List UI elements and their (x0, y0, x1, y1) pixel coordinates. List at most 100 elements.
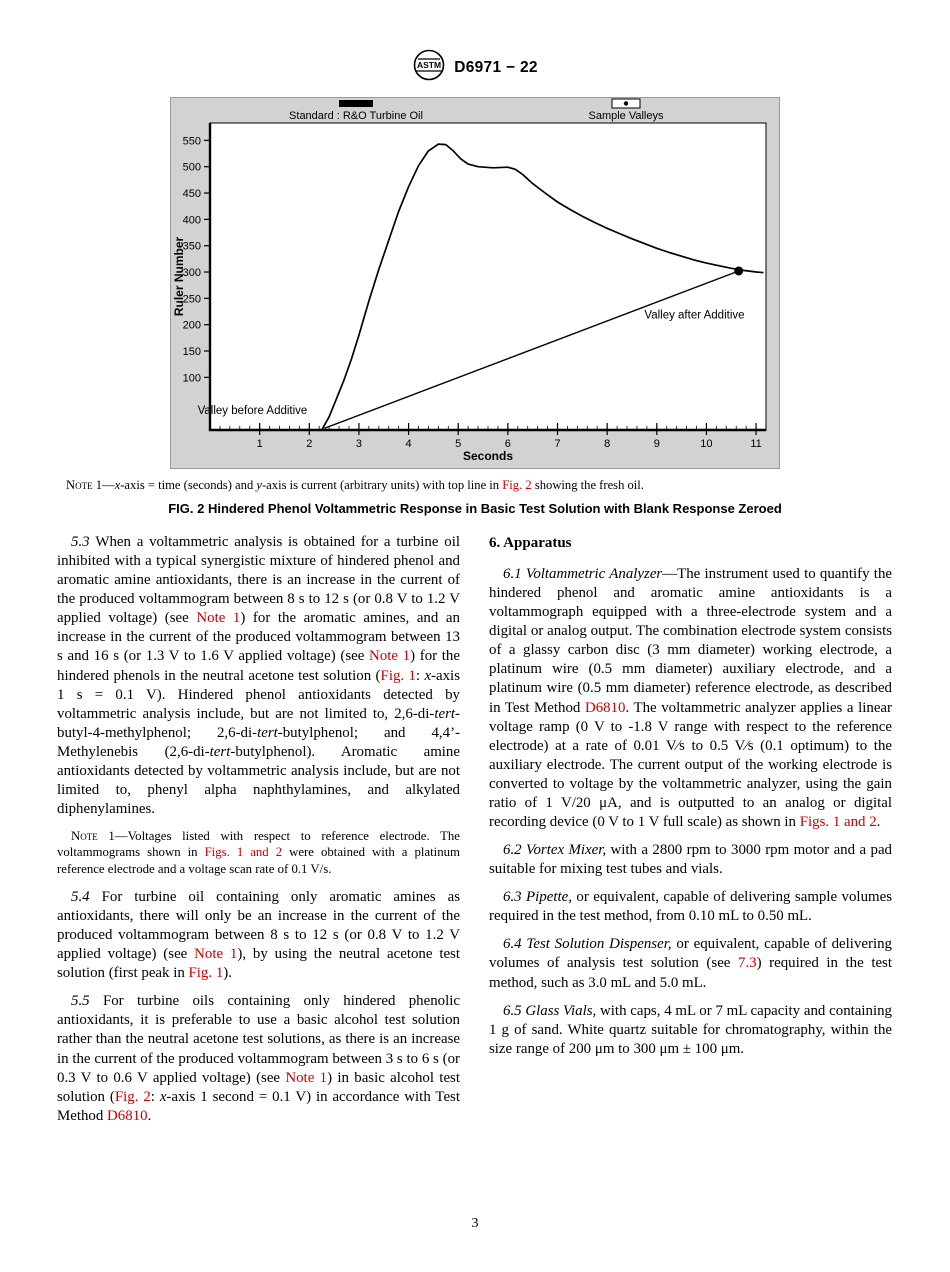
plot-area (209, 122, 767, 431)
left-column: 5.3 When a voltammetric analysis is obta… (57, 533, 460, 1135)
text-run: y (256, 478, 262, 492)
text-run: -butylphenol). Aromatic amine antioxidan… (57, 743, 460, 818)
section-6-heading: 6. Apparatus (489, 535, 572, 551)
x-tick-label: 2 (306, 438, 312, 450)
text-run: x (159, 1088, 167, 1105)
valley-end-dot (734, 266, 744, 276)
voltammogram-chart: 1 2 3 4 5 6 7 8 9 10 11 100 150 200 250 300 350 400 450 500… (170, 97, 780, 469)
text-run: . (147, 1107, 152, 1124)
chart-annotation: Valley after Additive (644, 309, 744, 321)
text-run: -axis 1 second = 0.1 V) in accordance wi… (57, 1088, 460, 1124)
text-run: When a voltammetric analysis is obtained… (57, 534, 460, 627)
text-run: . (876, 814, 881, 831)
ref-link[interactable]: Note 1 (285, 1069, 328, 1086)
series-line-1 (323, 270, 739, 430)
y-axis-label: Ruler Number (172, 237, 186, 317)
text-run: tert (257, 724, 278, 741)
paragraph-6-3: 6.3 Pipette, or equivalent, capable of d… (489, 888, 892, 926)
text-run: ) for the hindered phenols in the neutra… (57, 648, 460, 684)
paragraph-5-5: 5.5 For turbine oils containing only hin… (57, 992, 460, 1126)
y-tick-label: 550 (183, 135, 201, 147)
y-tick-label: 200 (183, 320, 201, 332)
ref-link[interactable]: Note 1 (196, 610, 241, 627)
figure-2: 1 2 3 4 5 6 7 8 9 10 11 100 150 200 250 300 350 400 450 500… (0, 97, 950, 516)
text-run: x (424, 667, 432, 684)
page-footer: 3 (0, 1216, 950, 1232)
page-header: ASTM D6971 − 22 (0, 48, 950, 87)
text-run: with a 2800 rpm to 3000 rpm motor and a … (489, 842, 892, 878)
text-run: 5.3 (71, 534, 96, 550)
note-1-paragraph: Note 1—Voltages listed with respect to r… (57, 828, 460, 877)
x-tick-label: 7 (554, 438, 560, 450)
right-column: 6. Apparatus 6.1 Voltammetric Analyzer—T… (489, 533, 892, 1135)
x-axis-label: Seconds (463, 449, 513, 463)
text-run: 6.1 (503, 566, 526, 582)
x-tick-label: 4 (406, 438, 412, 450)
text-run: 6.5 Glass Vials, (503, 1002, 597, 1019)
page-number: 3 (471, 1216, 479, 1231)
text-run: tert (434, 705, 456, 722)
text-run: For turbine oils containing only hindere… (57, 993, 460, 1086)
text-run: 6.3 Pipette, (503, 889, 572, 906)
text-run: -axis is current (arbitrary units) with … (261, 478, 503, 492)
ref-link[interactable]: 7.3 (738, 955, 757, 972)
x-tick-label: 1 (257, 438, 263, 450)
ref-link[interactable]: Fig. 1 (188, 965, 224, 982)
text-run: 1—Voltages listed with respect to refere… (57, 829, 460, 860)
paragraph-6-1: 6.1 Voltammetric Analyzer—The instrument… (489, 565, 892, 832)
text-run: ) required in the test method, such as 3… (489, 955, 892, 991)
paragraph-5-4: 5.4 For turbine oil containing only arom… (57, 888, 460, 983)
text-run: or equivalent, capable of delivering vol… (489, 936, 892, 972)
text-run: ), by using the neutral acetone test sol… (57, 946, 460, 982)
x-tick-label: 11 (750, 438, 761, 450)
figure-2-chart: 1 2 3 4 5 6 7 8 9 10 11 100 150 200 250 300 350 400 450 500… (170, 97, 780, 469)
text-run: 5.4 (71, 888, 102, 905)
ref-link[interactable]: Note 1 (369, 648, 411, 665)
astm-logo: ASTM (412, 48, 446, 87)
ref-link[interactable]: Fig. 1 (380, 667, 416, 684)
y-tick-label: 100 (183, 372, 201, 384)
y-tick-label: 350 (183, 241, 201, 253)
ref-link[interactable]: Fig. 2 (114, 1088, 151, 1105)
ref-link[interactable]: Note 1 (194, 946, 238, 963)
y-tick-label: 450 (183, 188, 201, 200)
text-run: 6.4 Test Solution Dispenser, (503, 936, 672, 953)
text-run: Voltammetric Analyzer (525, 566, 663, 582)
body-columns: 5.3 When a voltammetric analysis is obta… (57, 533, 893, 1135)
legend-marker-solid-bar (339, 100, 373, 107)
text-run: showing the fresh oil. (531, 478, 644, 492)
x-tick-label: 9 (654, 438, 660, 450)
series-line-0 (320, 143, 764, 431)
astm-logo-text: ASTM (417, 60, 441, 70)
text-run: with caps, 4 mL or 7 mL capacity and con… (489, 1002, 892, 1057)
legend-label: Standard : R&O Turbine Oil (289, 110, 423, 122)
text-run: x (114, 478, 121, 492)
ref-link[interactable]: Figs. 1 and 2 (204, 845, 283, 860)
legend-label: Sample Valleys (589, 110, 664, 122)
text-run: or equivalent, capable of delivering sam… (489, 889, 892, 925)
ref-link[interactable]: D6810 (584, 699, 626, 716)
text-run: -butyl-4-methylphenol; 2,6-di- (57, 705, 460, 741)
x-tick-label: 5 (455, 438, 461, 450)
y-tick-label: 400 (183, 214, 201, 226)
text-run: tert (209, 743, 231, 760)
text-run: : (150, 1088, 160, 1105)
text-run: ) in basic alcohol test solution ( (57, 1069, 460, 1105)
text-run: —The instrument used to quantify the hin… (489, 566, 892, 716)
figure-caption: FIG. 2 Hindered Phenol Voltammetric Resp… (168, 500, 782, 516)
chart-annotation: Valley before Additive (198, 405, 308, 417)
text-run: 1— (92, 478, 115, 492)
ref-link[interactable]: Fig. 2 (502, 478, 532, 492)
paragraph-6-5: 6.5 Glass Vials, with caps, 4 mL or 7 mL… (489, 1002, 892, 1059)
text-run: . The voltammetric analyzer applies a li… (489, 699, 892, 831)
legend-marker-dot (623, 101, 629, 106)
x-tick-label: 6 (505, 438, 511, 450)
text-run: -butylphenol; and 4,4’-Methylenebis (2,6… (57, 724, 460, 760)
ref-link[interactable]: Figs. 1 and 2 (799, 814, 877, 831)
text-run: 5.5 (71, 993, 103, 1010)
ref-link[interactable]: D6810 (107, 1107, 148, 1124)
figure-note: Note 1—x-axis = time (seconds) and y-axi… (66, 478, 950, 494)
y-tick-label: 250 (183, 293, 201, 305)
text-run: were obtained with a platinum reference … (57, 845, 460, 876)
y-tick-label: 300 (183, 267, 201, 279)
